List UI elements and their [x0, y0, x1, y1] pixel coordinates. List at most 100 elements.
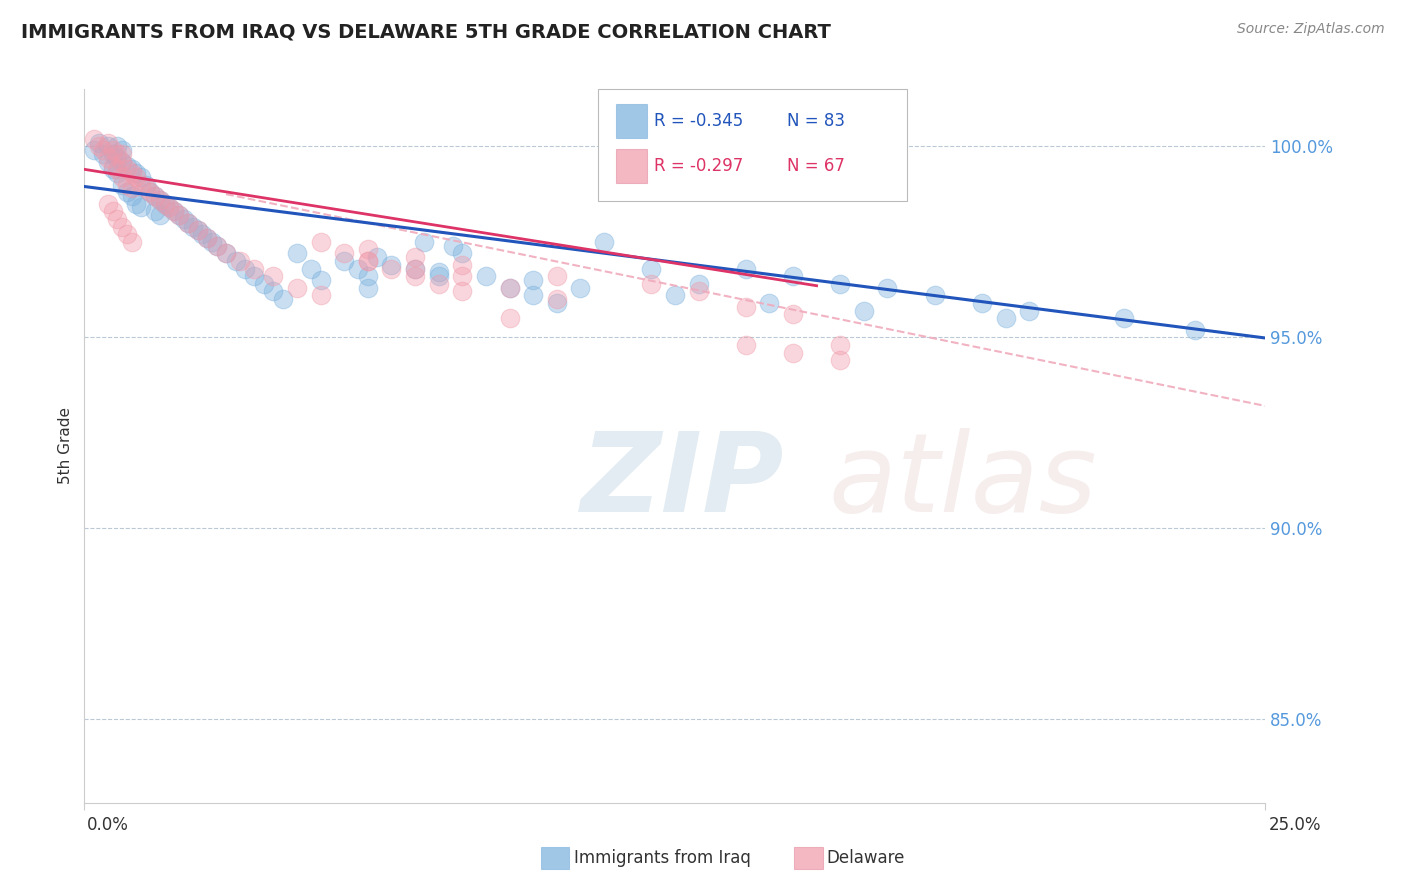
Point — [366, 250, 388, 264]
Point — [253, 277, 276, 291]
Point — [357, 280, 380, 294]
Text: atlas: atlas — [828, 428, 1097, 535]
Point — [107, 139, 129, 153]
Point — [688, 285, 710, 299]
Point — [994, 311, 1017, 326]
Point — [139, 186, 162, 200]
Point — [191, 227, 214, 242]
Point — [664, 288, 686, 302]
Point — [285, 280, 308, 294]
Text: Immigrants from Iraq: Immigrants from Iraq — [574, 849, 751, 867]
Point — [153, 196, 176, 211]
Point — [593, 235, 616, 249]
Point — [111, 154, 134, 169]
Point — [201, 235, 224, 249]
Point — [157, 201, 180, 215]
Point — [143, 204, 166, 219]
Point — [121, 181, 143, 195]
Text: 25.0%: 25.0% — [1270, 816, 1322, 834]
Point — [243, 261, 266, 276]
Point — [333, 246, 356, 260]
Point — [139, 186, 162, 200]
Point — [522, 273, 544, 287]
Point — [451, 285, 474, 299]
Point — [640, 277, 662, 291]
Point — [195, 231, 218, 245]
Point — [181, 219, 204, 234]
Point — [87, 139, 110, 153]
Point — [299, 261, 322, 276]
Point — [782, 345, 804, 359]
Point — [167, 208, 190, 222]
Point — [546, 296, 568, 310]
Point — [852, 303, 875, 318]
Point — [451, 246, 474, 260]
Point — [111, 169, 134, 184]
Point — [427, 265, 450, 279]
Point — [101, 159, 124, 173]
Point — [111, 219, 134, 234]
Point — [640, 261, 662, 276]
Point — [924, 288, 946, 302]
Point — [195, 231, 218, 245]
Point — [125, 196, 148, 211]
Point — [205, 238, 228, 252]
Point — [187, 223, 209, 237]
Point — [121, 235, 143, 249]
Point — [309, 235, 332, 249]
Point — [758, 296, 780, 310]
Point — [243, 269, 266, 284]
Point — [101, 204, 124, 219]
Point — [357, 254, 380, 268]
Point — [782, 307, 804, 321]
Point — [285, 246, 308, 260]
Point — [157, 201, 180, 215]
Point — [441, 238, 464, 252]
Point — [143, 189, 166, 203]
Point — [107, 166, 129, 180]
Point — [177, 216, 200, 230]
Point — [569, 280, 592, 294]
Point — [111, 143, 134, 157]
Point — [498, 311, 520, 326]
Point — [427, 277, 450, 291]
Point — [97, 154, 120, 169]
Point — [97, 136, 120, 150]
Point — [187, 223, 209, 237]
Point — [427, 269, 450, 284]
Point — [215, 246, 238, 260]
Point — [262, 285, 284, 299]
Point — [115, 162, 138, 177]
Point — [1018, 303, 1040, 318]
Text: 0.0%: 0.0% — [87, 816, 129, 834]
Point — [451, 269, 474, 284]
Point — [83, 132, 105, 146]
Text: N = 83: N = 83 — [787, 112, 845, 130]
Point — [309, 273, 332, 287]
Point — [782, 269, 804, 284]
Point — [121, 166, 143, 180]
Point — [830, 353, 852, 368]
Text: Source: ZipAtlas.com: Source: ZipAtlas.com — [1237, 22, 1385, 37]
Point — [129, 201, 152, 215]
Point — [404, 261, 426, 276]
Point — [876, 280, 898, 294]
Point — [357, 269, 380, 284]
Point — [413, 235, 436, 249]
Point — [380, 258, 402, 272]
Point — [357, 243, 380, 257]
Point — [1184, 323, 1206, 337]
Point — [97, 139, 120, 153]
Point — [121, 189, 143, 203]
Point — [107, 162, 129, 177]
Point — [309, 288, 332, 302]
Point — [129, 169, 152, 184]
Point — [498, 280, 520, 294]
Point — [163, 204, 186, 219]
Point — [153, 196, 176, 211]
Point — [498, 280, 520, 294]
Text: R = -0.345: R = -0.345 — [654, 112, 742, 130]
Point — [225, 254, 247, 268]
Point — [149, 193, 172, 207]
Point — [262, 269, 284, 284]
